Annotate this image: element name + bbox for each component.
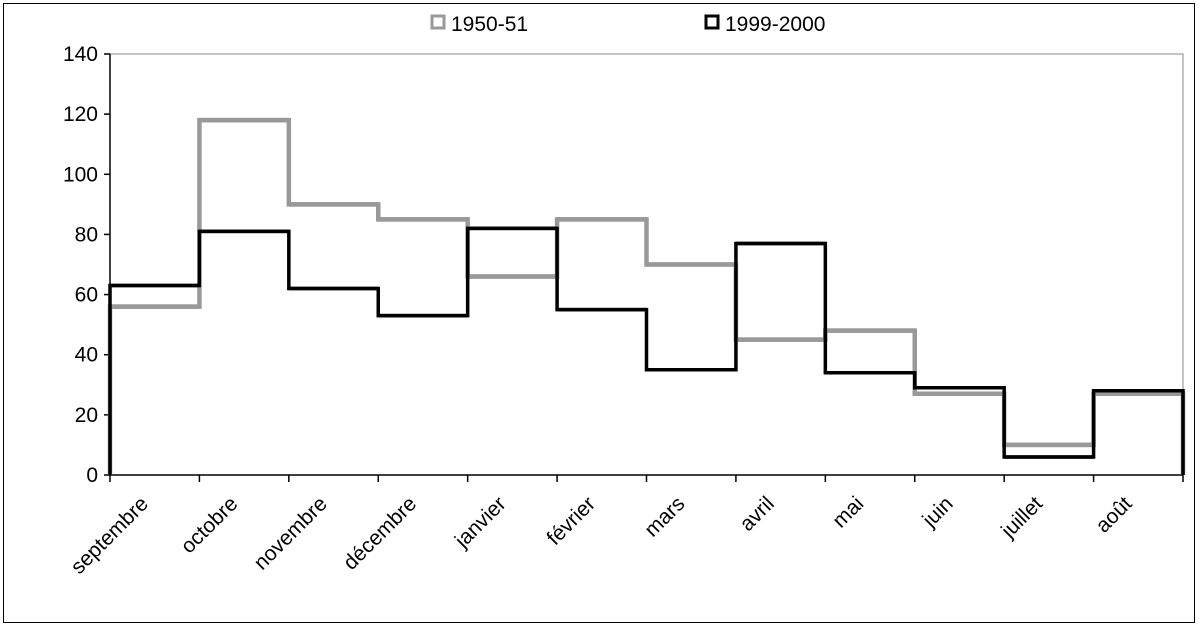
series-group xyxy=(107,117,1186,475)
x-tick-label-août: août xyxy=(1091,492,1136,537)
x-tick-label-mars: mars xyxy=(640,492,689,541)
chart-frame xyxy=(3,3,1195,623)
x-tick-label-mai: mai xyxy=(828,492,868,532)
y-tick-label-100: 100 xyxy=(63,163,98,186)
x-tick-label-octobre: octobre xyxy=(177,492,243,558)
legend-label-1950-51: 1950-51 xyxy=(451,13,528,36)
series-line-1999-2000 xyxy=(108,226,1185,475)
legend-swatch-1950-51 xyxy=(430,14,446,30)
y-tick-label-0: 0 xyxy=(86,464,98,487)
x-tick-label-septembre: septembre xyxy=(67,492,153,578)
x-tick-label-juin: juin xyxy=(918,492,958,532)
legend-swatch-1999-2000 xyxy=(704,14,720,30)
y-tick-label-60: 60 xyxy=(75,284,98,307)
x-tick-label-novembre: novembre xyxy=(249,492,331,574)
x-tick-label-février: février xyxy=(543,492,601,550)
y-axis-tick-labels: 0 20 40 60 80 100 120 140 xyxy=(63,43,98,487)
x-tick-label-décembre: décembre xyxy=(339,492,421,574)
legend-label-1999-2000: 1999-2000 xyxy=(725,13,825,36)
y-tick-label-120: 120 xyxy=(63,103,98,126)
y-tick-label-40: 40 xyxy=(75,344,98,367)
series-line-1950-51 xyxy=(107,117,1186,475)
x-tick-label-juillet: juillet xyxy=(996,492,1047,543)
y-tick-label-20: 20 xyxy=(75,404,98,427)
x-axis-tick-labels: septembre octobre novembre décembre janvier f… xyxy=(67,492,1137,579)
y-tick-label-80: 80 xyxy=(75,223,98,246)
y-tick-label-140: 140 xyxy=(63,43,98,66)
legend: 1950-51 1999-2000 xyxy=(430,13,825,36)
x-tick-label-avril: avril xyxy=(735,492,778,535)
x-tick-label-janvier: janvier xyxy=(450,492,511,553)
